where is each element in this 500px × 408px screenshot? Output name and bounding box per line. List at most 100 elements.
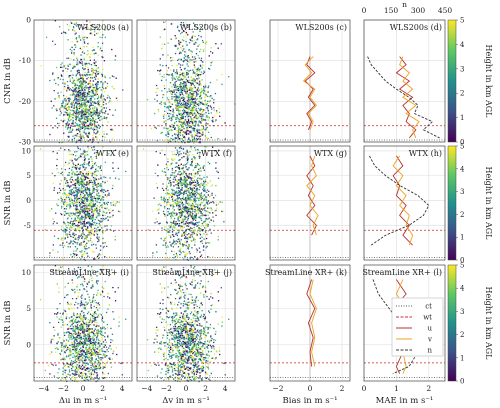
scatter-point	[193, 204, 195, 207]
scatter-point	[96, 209, 98, 212]
scatter-point	[88, 212, 90, 215]
scatter-point	[81, 111, 84, 113]
scatter-point	[87, 132, 90, 135]
scatter-point	[209, 180, 212, 182]
scatter-point	[84, 247, 86, 250]
scatter-point	[181, 120, 184, 122]
scatter-point	[168, 234, 170, 236]
scatter-point	[205, 217, 207, 220]
scatter-point	[162, 183, 164, 185]
scatter-point	[100, 73, 103, 75]
scatter-point	[185, 74, 188, 76]
scatter-point	[163, 240, 165, 242]
scatter-point	[101, 118, 103, 120]
scatter-point	[75, 229, 77, 231]
scatter-point	[185, 237, 187, 239]
scatter-point	[193, 197, 195, 200]
scatter-point	[187, 238, 189, 240]
scatter-point	[98, 101, 100, 104]
scatter-point	[71, 158, 73, 160]
scatter-point	[67, 135, 70, 138]
scatter-point	[45, 36, 48, 38]
scatter-point	[193, 104, 196, 106]
scatter-point	[74, 186, 77, 188]
scatter-point	[85, 132, 87, 134]
scatter-point	[76, 206, 78, 208]
scatter-point	[199, 138, 202, 140]
scatter-point	[216, 79, 218, 81]
scatter-point	[101, 56, 103, 58]
scatter-point	[182, 167, 184, 169]
scatter-point	[58, 97, 60, 99]
scatter-point	[90, 119, 92, 122]
scatter-point	[208, 217, 210, 219]
scatter-point	[95, 94, 97, 96]
scatter-point	[201, 121, 203, 123]
scatter-point	[89, 59, 92, 62]
scatter-point	[101, 220, 103, 222]
scatter-point	[98, 206, 101, 208]
scatter-point	[171, 116, 173, 118]
scatter-point	[181, 97, 183, 100]
scatter-point	[207, 256, 209, 258]
scatter-point	[206, 226, 208, 228]
scatter-point	[200, 97, 203, 99]
scatter-point	[82, 135, 84, 137]
scatter-point	[221, 210, 223, 213]
scatter-point	[73, 187, 75, 189]
scatter-point	[202, 64, 204, 66]
scatter-point	[105, 207, 107, 210]
scatter-point	[198, 227, 200, 229]
scatter-point	[69, 179, 71, 181]
scatter-point	[81, 81, 83, 83]
scatter-point	[167, 132, 169, 135]
scatter-point	[201, 236, 203, 238]
scatter-point	[199, 256, 201, 259]
scatter-point	[84, 68, 86, 70]
scatter-point	[57, 237, 59, 240]
scatter-point	[81, 200, 83, 202]
scatter-point	[173, 84, 175, 86]
scatter-point	[183, 98, 185, 101]
scatter-point	[188, 57, 190, 59]
scatter-point	[181, 89, 184, 92]
scatter-point	[71, 109, 73, 112]
scatter-point	[91, 24, 93, 26]
scatter-point	[77, 177, 79, 179]
scatter-point	[212, 119, 214, 121]
scatter-point	[88, 82, 90, 84]
scatter-point	[174, 201, 176, 204]
scatter-point	[188, 42, 191, 44]
scatter-point	[196, 221, 198, 224]
scatter-point	[98, 133, 101, 136]
scatter-point	[81, 241, 83, 243]
scatter-point	[90, 199, 92, 202]
scatter-point	[178, 187, 180, 189]
scatter-point	[191, 51, 193, 53]
scatter-point	[104, 242, 106, 244]
scatter-point	[190, 174, 193, 176]
scatter-point	[93, 171, 96, 173]
scatter-point	[81, 153, 83, 156]
scatter-point	[95, 102, 97, 105]
scatter-point	[90, 95, 92, 98]
scatter-point	[202, 115, 204, 117]
scatter-point	[214, 150, 216, 152]
scatter-point	[76, 195, 78, 198]
scatter-point	[93, 113, 95, 115]
scatter-point	[157, 69, 159, 72]
scatter-point	[171, 228, 174, 230]
scatter-point	[87, 189, 90, 191]
scatter-point	[191, 98, 194, 100]
scatter-point	[89, 91, 91, 93]
scatter-point	[80, 115, 82, 118]
scatter-point	[63, 65, 65, 67]
scatter-point	[64, 208, 66, 210]
scatter-point	[66, 227, 68, 229]
scatter-point	[193, 140, 196, 143]
scatter-point	[111, 75, 114, 77]
scatter-point	[77, 221, 80, 224]
scatter-point	[92, 186, 94, 188]
scatter-point	[98, 201, 100, 204]
scatter-point	[200, 26, 202, 28]
